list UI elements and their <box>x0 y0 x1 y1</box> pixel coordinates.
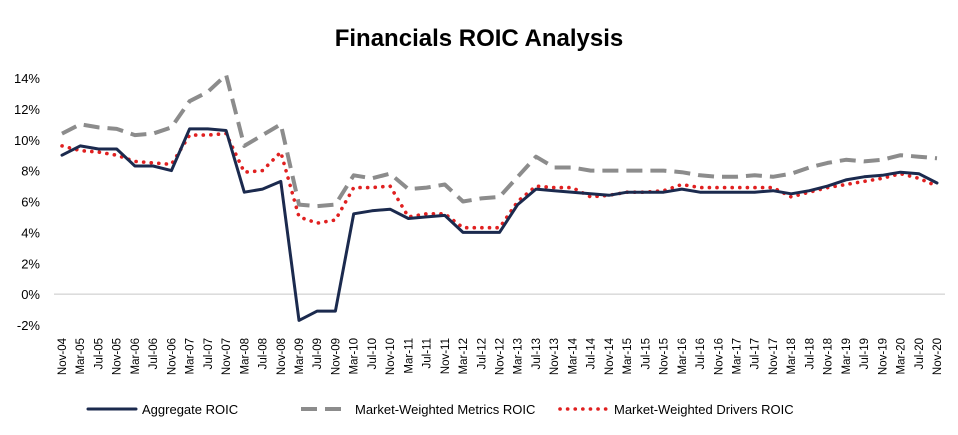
x-tick-label: Mar-11 <box>403 338 415 374</box>
x-tick-label: Nov-19 <box>877 338 889 375</box>
x-tick-label: Nov-18 <box>823 338 835 375</box>
x-tick-label: Nov-14 <box>604 337 616 375</box>
x-tick-label: Mar-10 <box>349 338 361 374</box>
legend-label-market-weighted-drivers-roic: Market-Weighted Drivers ROIC <box>614 402 794 417</box>
legend: Aggregate ROIC Market-Weighted Metrics RO… <box>86 402 794 417</box>
x-tick-label: Mar-17 <box>731 338 743 374</box>
legend-label-aggregate-roic: Aggregate ROIC <box>142 402 238 417</box>
y-tick-label: 14% <box>14 71 40 86</box>
x-tick-label: Mar-12 <box>458 338 470 374</box>
x-tick-label: Nov-17 <box>768 338 780 375</box>
x-tick-label: Jul-08 <box>258 338 270 369</box>
series-lines <box>60 72 939 322</box>
legend-label-market-weighted-metrics-roic: Market-Weighted Metrics ROIC <box>355 402 535 417</box>
x-tick-label: Jul-05 <box>93 338 105 369</box>
series-line-aggregate-roic <box>60 127 939 322</box>
x-tick-label: Nov-09 <box>330 338 342 375</box>
x-tick-label: Jul-16 <box>695 338 707 369</box>
x-tick-label: Jul-15 <box>640 338 652 369</box>
x-tick-label: Mar-15 <box>622 338 634 374</box>
x-tick-label: Jul-09 <box>312 338 324 369</box>
y-tick-label: 10% <box>14 133 40 148</box>
x-tick-label: Nov-13 <box>549 338 561 375</box>
x-tick-label: Nov-08 <box>276 338 288 375</box>
y-tick-label: 12% <box>14 102 40 117</box>
x-tick-label: Mar-09 <box>294 338 306 374</box>
x-tick-label: Nov-16 <box>713 338 725 375</box>
x-tick-label: Nov-05 <box>112 338 124 375</box>
x-tick-label: Jul-06 <box>148 338 160 369</box>
x-tick-label: Mar-20 <box>896 338 908 374</box>
x-tick-label: Jul-07 <box>203 338 215 369</box>
x-tick-label: Jul-11 <box>422 338 434 368</box>
x-tick-label: Jul-20 <box>914 338 926 369</box>
x-tick-label: Jul-10 <box>367 338 379 369</box>
y-tick-label: 8% <box>21 164 40 179</box>
y-tick-label: 2% <box>21 256 40 271</box>
x-tick-label: Jul-19 <box>859 338 871 369</box>
x-tick-label: Nov-07 <box>221 338 233 375</box>
x-tick-label: Nov-06 <box>166 338 178 375</box>
x-tick-label: Jul-17 <box>750 338 762 369</box>
y-tick-label: 6% <box>21 195 40 210</box>
x-tick-label: Mar-16 <box>677 338 689 374</box>
y-tick-label: 0% <box>21 287 40 302</box>
x-tick-label: Nov-04 <box>57 337 69 375</box>
x-tick-label: Mar-14 <box>567 337 579 374</box>
x-tick-label: Mar-18 <box>786 338 798 374</box>
y-axis-ticks: -2% 0% 2% 4% 6% 8% 10% 12% 14% <box>14 71 40 333</box>
x-tick-label: Mar-05 <box>75 338 87 374</box>
x-axis-ticks: Nov-04 Mar-05 Jul-05 Nov-05 Mar-06 Jul-06 Nov-… <box>57 337 944 375</box>
x-tick-label: Jul-12 <box>476 338 488 369</box>
x-tick-label: Jul-14 <box>586 337 598 369</box>
x-tick-label: Nov-15 <box>659 338 671 375</box>
x-tick-label: Mar-08 <box>239 338 251 374</box>
x-tick-label: Nov-12 <box>495 338 507 375</box>
chart-title: Financials ROIC Analysis <box>335 25 624 52</box>
x-tick-label: Mar-07 <box>185 338 197 374</box>
x-tick-label: Nov-11 <box>440 338 452 374</box>
x-tick-label: Nov-10 <box>385 338 397 375</box>
series-line-market-weighted-drivers-roic <box>60 131 939 230</box>
series-line-market-weighted-metrics-roic <box>61 72 938 209</box>
x-tick-label: Jul-18 <box>804 338 816 369</box>
y-tick-label: 4% <box>21 225 40 240</box>
x-tick-label: Mar-06 <box>130 338 142 374</box>
y-tick-label: -2% <box>17 318 41 333</box>
x-tick-label: Nov-20 <box>932 338 944 375</box>
x-tick-label: Mar-13 <box>513 338 525 374</box>
x-tick-label: Jul-13 <box>531 338 543 369</box>
x-tick-label: Mar-19 <box>841 338 853 374</box>
